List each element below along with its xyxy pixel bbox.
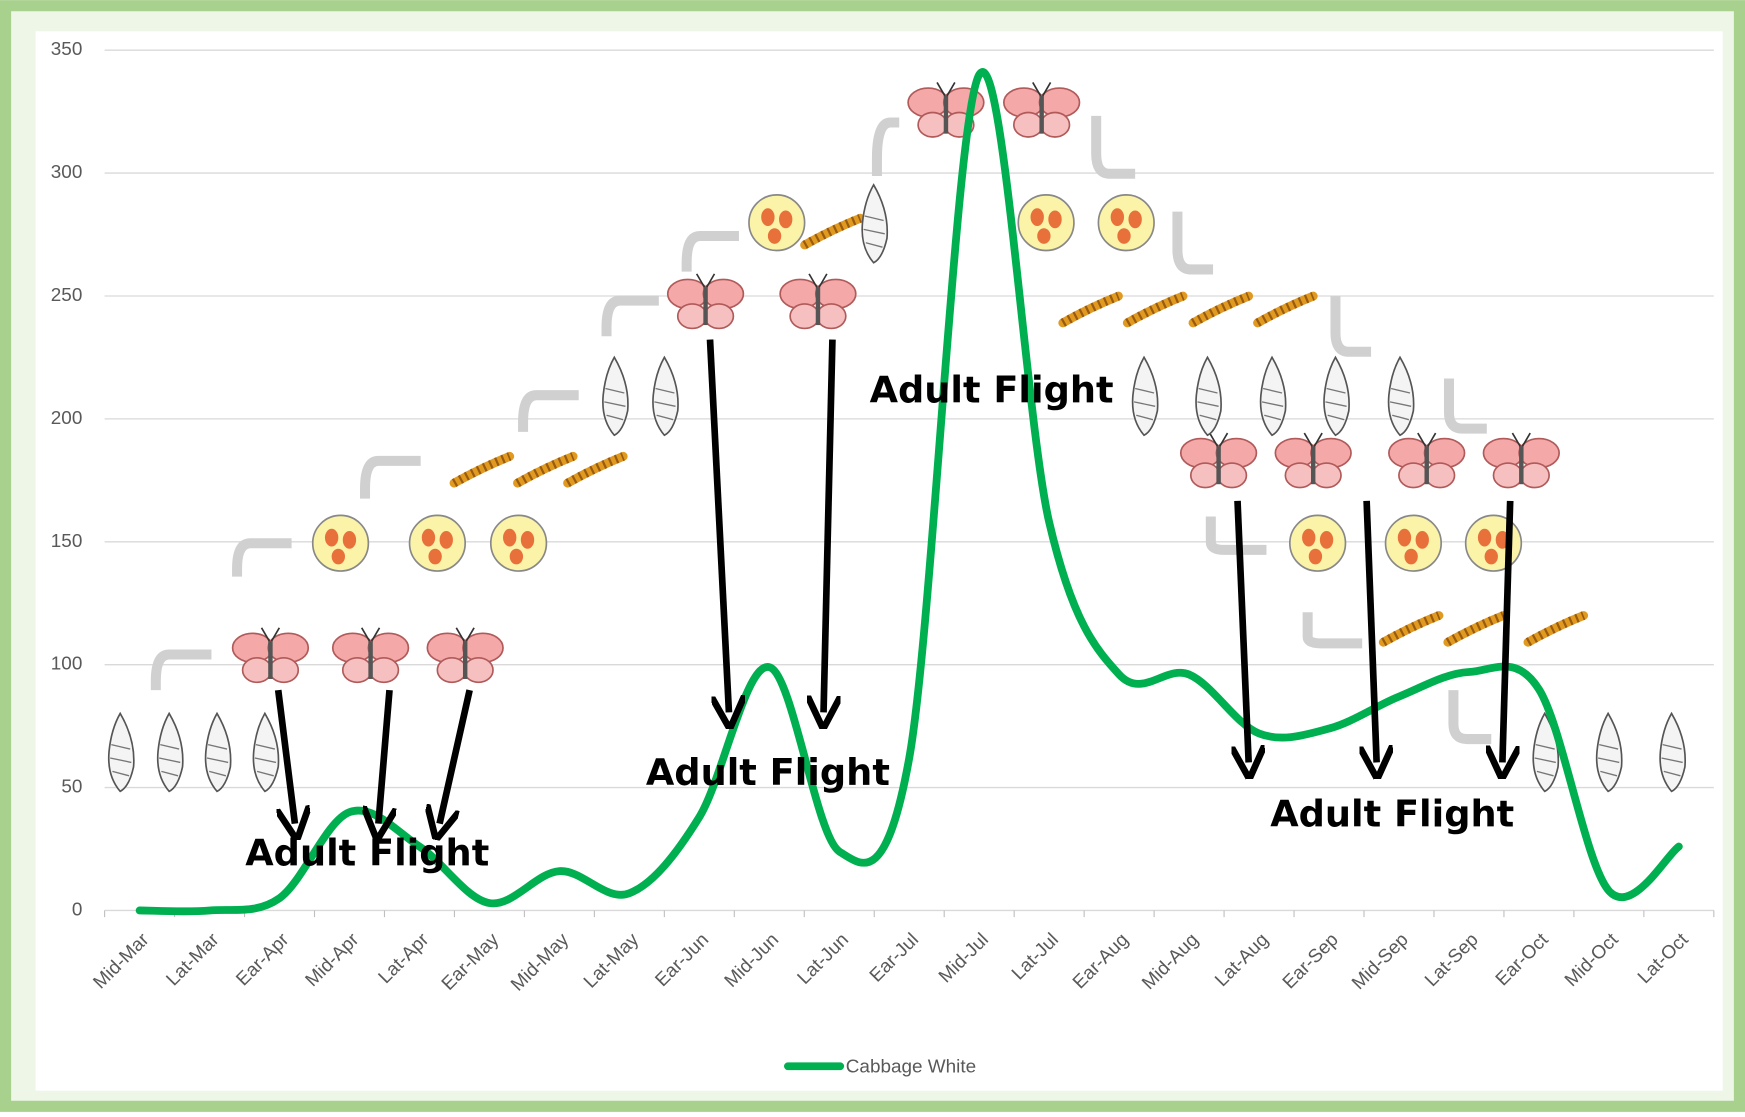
annotation: Adult Flight: [646, 751, 890, 794]
stage-arrow: [1330, 296, 1372, 357]
annotation: Adult Flight: [870, 368, 1114, 411]
icon-egg: [311, 514, 370, 572]
stage-arrow: [1091, 115, 1136, 179]
stage-arrow: [1448, 690, 1492, 745]
flight-arrow: [1502, 500, 1510, 763]
icon-egg: [1097, 194, 1155, 252]
flight-arrow: [1238, 500, 1249, 763]
stage-arrow: [1302, 612, 1363, 649]
stage-arrow: [601, 295, 659, 337]
icon-egg: [408, 514, 467, 572]
stage-arrow: [1443, 378, 1487, 434]
y-tick-label: 350: [51, 39, 83, 60]
icon-egg: [748, 194, 806, 252]
stage-arrow: [1205, 516, 1267, 555]
icon-egg: [489, 514, 548, 572]
legend-label: Cabbage White: [846, 1056, 976, 1077]
y-tick-label: 100: [51, 654, 83, 675]
series-line: [135, 68, 1683, 916]
flight-arrow: [1367, 500, 1377, 763]
icon-egg: [1384, 514, 1443, 572]
flight-arrow: [274, 689, 295, 824]
flight-arrow: [440, 689, 473, 824]
flight-arrow: [706, 339, 729, 713]
y-tick-label: 50: [61, 777, 82, 798]
stage-arrow: [518, 390, 579, 432]
stage-arrow: [871, 117, 900, 176]
stage-arrow: [681, 231, 739, 272]
y-tick-label: 300: [51, 162, 83, 183]
stage-arrow: [232, 538, 292, 577]
icon-egg: [1288, 514, 1347, 572]
annotation: Adult Flight: [1270, 792, 1514, 835]
y-tick-label: 250: [51, 285, 83, 306]
icon-egg: [1464, 514, 1523, 572]
stage-arrow: [150, 649, 212, 691]
y-tick-label: 0: [72, 899, 83, 920]
annotation: Adult Flight: [245, 831, 489, 874]
y-tick-label: 150: [51, 531, 83, 552]
icon-egg: [1017, 194, 1075, 252]
flight-arrow: [824, 339, 833, 713]
y-tick-label: 200: [51, 408, 83, 429]
stage-arrow: [1172, 211, 1214, 275]
flight-arrow: [378, 689, 389, 824]
stage-arrow: [360, 455, 421, 499]
